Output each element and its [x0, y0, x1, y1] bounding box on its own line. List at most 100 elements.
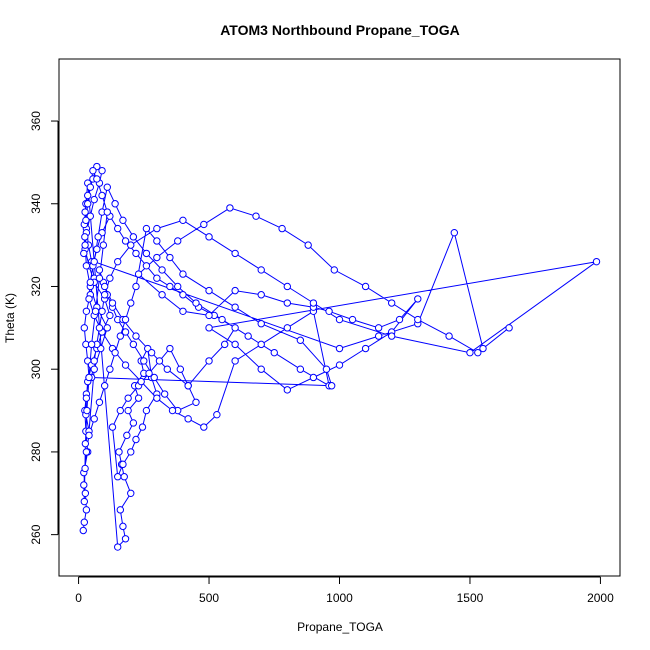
data-point: [335, 344, 344, 353]
data-point: [150, 373, 158, 382]
data-point: [80, 249, 88, 258]
data-point: [257, 320, 265, 328]
data-point: [296, 365, 305, 373]
data-point: [90, 365, 98, 373]
data-point: [91, 307, 100, 315]
data-point: [374, 332, 383, 340]
data-point: [108, 299, 117, 307]
data-point: [179, 270, 187, 278]
data-point: [309, 373, 318, 382]
data-point: [103, 208, 111, 216]
data-point: [283, 282, 292, 291]
series-layer: [79, 162, 601, 551]
data-point: [121, 237, 130, 245]
data-point: [283, 299, 292, 307]
data-point: [98, 166, 106, 175]
data-point: [142, 249, 151, 258]
data-point: [348, 315, 357, 324]
data-point: [132, 282, 140, 291]
data-point: [231, 324, 239, 332]
data-point: [121, 535, 130, 543]
data-point: [184, 415, 192, 423]
data-point: [93, 245, 101, 253]
data-point: [257, 266, 265, 274]
data-point: [129, 233, 138, 241]
data-point: [361, 344, 370, 353]
data-point: [132, 249, 140, 258]
data-point: [309, 299, 318, 307]
data-point: [205, 286, 213, 295]
data-point: [138, 423, 147, 431]
data-point: [106, 365, 114, 373]
data-point: [119, 460, 127, 469]
data-point: [98, 191, 106, 200]
data-point: [205, 311, 213, 320]
data-point: [116, 406, 125, 415]
plot-area-frame: [58, 58, 621, 577]
data-point: [153, 274, 161, 282]
x-tick-label: 0: [75, 591, 82, 605]
data-point: [99, 241, 108, 249]
data-point: [129, 340, 138, 349]
data-point: [85, 373, 93, 382]
data-point: [132, 332, 140, 340]
data-point: [114, 543, 122, 551]
data-point: [414, 295, 422, 303]
x-axis: 0 500 1000 1500 2000: [75, 576, 614, 605]
y-tick-label: 300: [29, 359, 43, 379]
data-point: [93, 175, 101, 183]
data-point: [81, 241, 89, 249]
data-point: [114, 257, 122, 266]
data-point: [283, 324, 292, 332]
data-point: [231, 340, 239, 349]
data-point: [127, 489, 135, 497]
data-point: [108, 423, 117, 431]
data-point: [158, 266, 166, 274]
data-point: [147, 348, 156, 357]
data-point: [153, 253, 161, 262]
data-point: [257, 340, 265, 349]
x-tick-label: 500: [199, 591, 219, 605]
data-point: [90, 357, 98, 365]
data-point: [387, 332, 396, 340]
data-point: [153, 394, 161, 402]
data-point: [322, 365, 331, 373]
data-point: [124, 406, 132, 415]
data-point: [179, 216, 187, 225]
data-point: [90, 257, 98, 266]
data-point: [205, 324, 213, 332]
data-point: [85, 431, 93, 440]
x-tick-label: 1000: [326, 591, 353, 605]
data-point: [84, 191, 92, 200]
y-tick-label: 320: [29, 276, 43, 296]
data-point: [179, 307, 187, 315]
data-point: [160, 390, 169, 398]
data-point: [106, 311, 114, 320]
data-point: [395, 315, 404, 324]
data-point: [205, 233, 213, 241]
data-point: [176, 365, 185, 373]
data-point: [124, 394, 132, 402]
data-point: [80, 481, 88, 489]
data-point: [414, 315, 422, 324]
data-point: [192, 299, 200, 307]
data-point: [95, 274, 104, 282]
data-point: [95, 324, 104, 332]
data-point: [81, 464, 89, 473]
data-point: [127, 448, 135, 456]
data-point: [114, 224, 122, 233]
data-point: [296, 336, 305, 344]
data-point: [153, 237, 161, 245]
data-point: [90, 195, 98, 204]
data-point: [474, 348, 482, 357]
data-point: [445, 332, 453, 340]
data-point: [83, 406, 91, 415]
x-tick-label: 1500: [457, 591, 484, 605]
data-point: [111, 348, 119, 357]
data-point: [86, 278, 95, 287]
data-point: [226, 204, 234, 212]
data-point: [106, 274, 114, 282]
data-point: [82, 394, 91, 402]
data-point: [95, 398, 104, 406]
data-point: [466, 348, 474, 357]
